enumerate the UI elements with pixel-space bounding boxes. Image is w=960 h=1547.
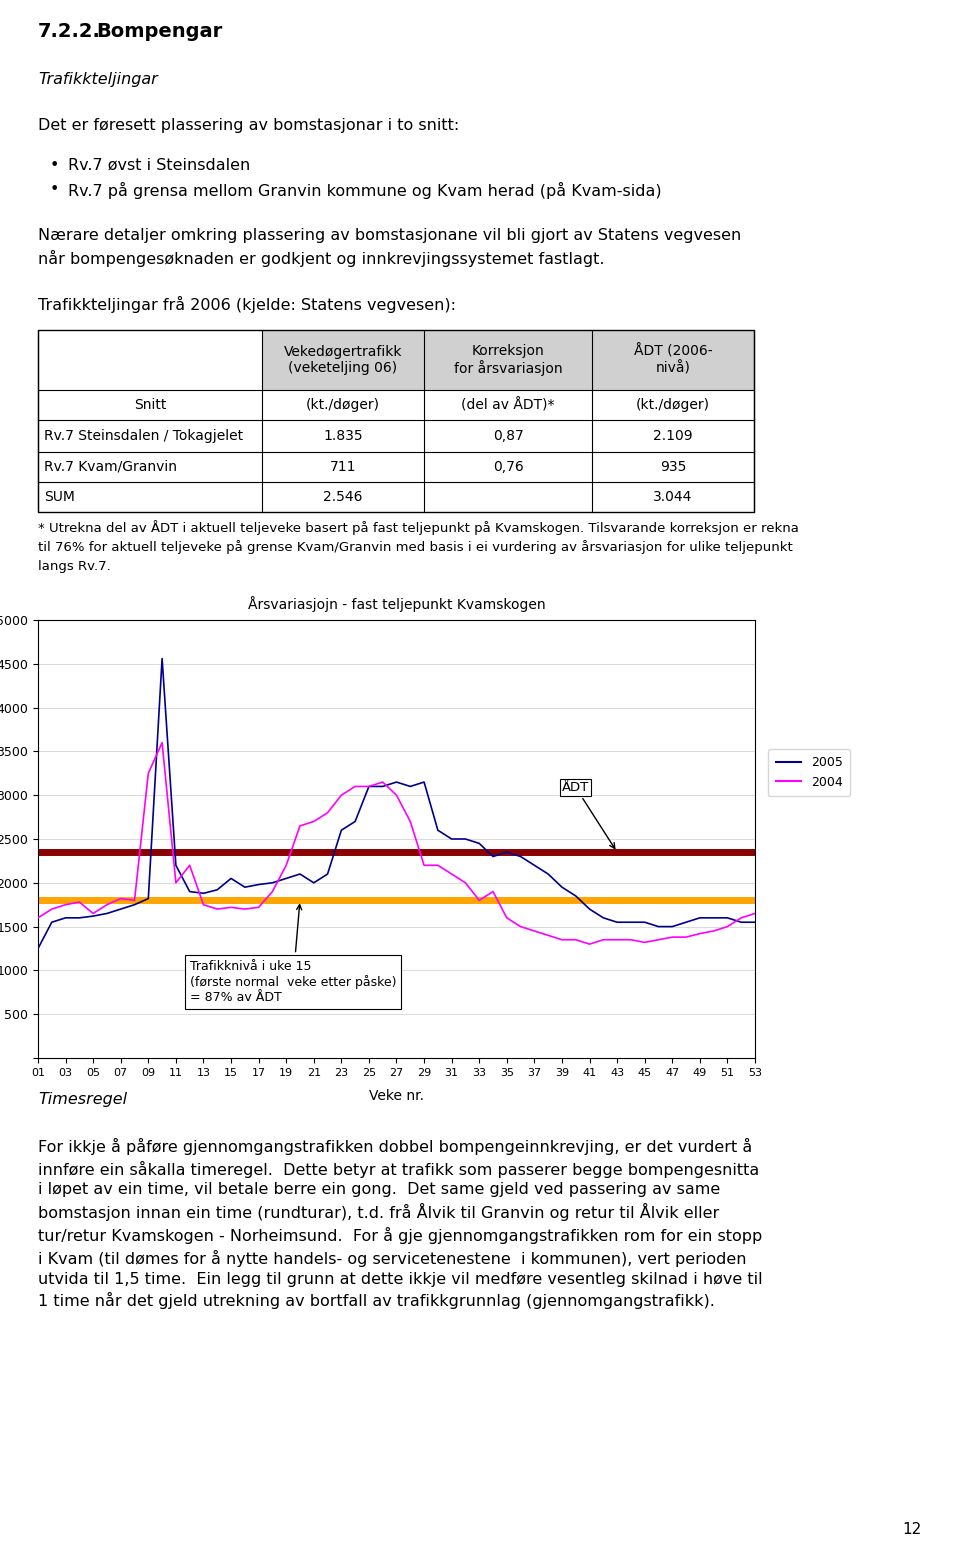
Text: * Utrekna del av ÅDT i aktuell teljeveke basert på fast teljepunkt på Kvamskogen: * Utrekna del av ÅDT i aktuell teljeveke… bbox=[38, 520, 799, 535]
Text: Trafikkteljingar: Trafikkteljingar bbox=[38, 73, 157, 87]
Text: 711: 711 bbox=[329, 459, 356, 473]
Text: Trafikkteljingar frå 2006 (kjelde: Statens vegvesen):: Trafikkteljingar frå 2006 (kjelde: State… bbox=[38, 295, 456, 312]
Text: Vekedøgertrafikk
(veketeljing 06): Vekedøgertrafikk (veketeljing 06) bbox=[284, 345, 402, 374]
Text: (del av ÅDT)*: (del av ÅDT)* bbox=[461, 398, 555, 412]
Text: Det er føresett plassering av bomstasjonar i to snitt:: Det er føresett plassering av bomstasjon… bbox=[38, 118, 459, 133]
Text: (kt./døger): (kt./døger) bbox=[306, 398, 380, 412]
Legend: 2005, 2004: 2005, 2004 bbox=[768, 749, 851, 797]
Text: Rv.7 Kvam/Granvin: Rv.7 Kvam/Granvin bbox=[44, 459, 177, 473]
Text: 0,76: 0,76 bbox=[492, 459, 523, 473]
Title: Årsvariasjojn - fast teljepunkt Kvamskogen: Årsvariasjojn - fast teljepunkt Kvamskog… bbox=[248, 596, 545, 613]
Text: når bompengesøknaden er godkjent og innkrevjingssystemet fastlagt.: når bompengesøknaden er godkjent og innk… bbox=[38, 251, 605, 268]
Bar bbox=[262, 330, 754, 390]
Text: Trafikknivå i uke 15
(første normal  veke etter påske)
= 87% av ÅDT: Trafikknivå i uke 15 (første normal veke… bbox=[190, 905, 396, 1004]
Text: 12: 12 bbox=[902, 1522, 922, 1538]
Text: 1.835: 1.835 bbox=[324, 429, 363, 442]
Text: Bompengar: Bompengar bbox=[96, 22, 223, 42]
Text: 2.546: 2.546 bbox=[324, 490, 363, 504]
Text: 7.2.2.: 7.2.2. bbox=[38, 22, 101, 42]
Text: Timesregel: Timesregel bbox=[38, 1092, 127, 1108]
Text: Korreksjon
for årsvariasjon: Korreksjon for årsvariasjon bbox=[454, 343, 563, 376]
Text: 3.044: 3.044 bbox=[654, 490, 693, 504]
Text: For ikkje å påføre gjennomgangstrafikken dobbel bompengeinnkrevjing, er det vurd: For ikkje å påføre gjennomgangstrafikken… bbox=[38, 1139, 762, 1309]
Text: (kt./døger): (kt./døger) bbox=[636, 398, 710, 412]
Text: •: • bbox=[50, 158, 60, 173]
Text: til 76% for aktuell teljeveke på grense Kvam/Granvin med basis i ei vurdering av: til 76% for aktuell teljeveke på grense … bbox=[38, 540, 793, 554]
Text: Rv.7 øvst i Steinsdalen: Rv.7 øvst i Steinsdalen bbox=[68, 158, 251, 173]
Text: SUM: SUM bbox=[44, 490, 75, 504]
Text: ÅDT: ÅDT bbox=[562, 781, 614, 848]
Text: Snitt: Snitt bbox=[133, 398, 166, 412]
Text: 2.109: 2.109 bbox=[653, 429, 693, 442]
Text: 0,87: 0,87 bbox=[492, 429, 523, 442]
Text: langs Rv.7.: langs Rv.7. bbox=[38, 560, 110, 572]
Bar bbox=[38, 330, 754, 512]
Text: Rv.7 Steinsdalen / Tokagjelet: Rv.7 Steinsdalen / Tokagjelet bbox=[44, 429, 243, 442]
Text: 935: 935 bbox=[660, 459, 686, 473]
X-axis label: Veke nr.: Veke nr. bbox=[369, 1089, 424, 1103]
Text: •: • bbox=[50, 183, 60, 196]
Text: Nærare detaljer omkring plassering av bomstasjonane vil bli gjort av Statens veg: Nærare detaljer omkring plassering av bo… bbox=[38, 227, 741, 243]
Text: Rv.7 på grensa mellom Granvin kommune og Kvam herad (på Kvam-sida): Rv.7 på grensa mellom Granvin kommune og… bbox=[68, 183, 661, 200]
Text: ÅDT (2006-
nivå): ÅDT (2006- nivå) bbox=[634, 345, 712, 376]
